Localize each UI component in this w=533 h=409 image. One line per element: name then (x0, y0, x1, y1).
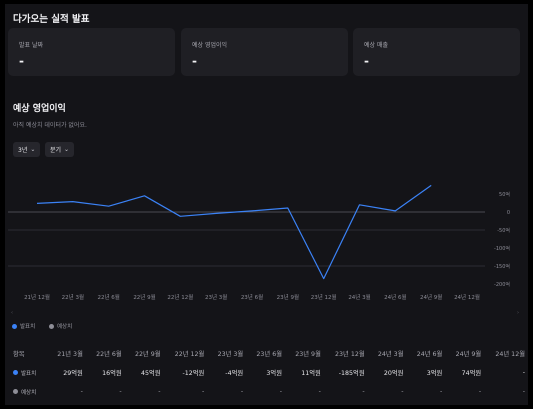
period-select-value: 3년 (18, 147, 28, 154)
table-cell: -4억원 (225, 370, 244, 377)
legend-dot (49, 323, 54, 329)
y-tick-label: 50억 (499, 191, 510, 198)
column-header: 24년 3월 (377, 351, 404, 358)
table-cell: 3억원 (426, 370, 443, 377)
table-cell: - (240, 388, 244, 395)
op-income-chart: 50억 0 -50억 -100억 -150억 -200억 21년 12월 22년 3월 22년 … (8, 184, 519, 316)
table-cell: -12억원 (182, 370, 205, 377)
scroll-left-icon: ‹ (11, 310, 13, 316)
table-cell: - (522, 369, 525, 376)
y-tick-label: 0 (507, 210, 510, 216)
column-header: 22년 12월 (174, 351, 205, 358)
x-tick-label: 23년 9월 (277, 293, 299, 301)
legend-label: 발표치 (20, 324, 36, 330)
card-announce-date: 발표 날짜 - (8, 28, 175, 76)
interval-select[interactable]: 분기 ⌄ (45, 142, 75, 157)
row-label-text: 예상치 (21, 389, 37, 396)
row-label: 발표치 (5, 363, 47, 382)
table-cell: - (362, 388, 365, 395)
row-label: 예상치 (5, 382, 47, 401)
table-cell: - (202, 388, 205, 395)
page-title: 다가오는 실적 발표 (13, 14, 90, 25)
table-cell: 3억원 (266, 370, 283, 377)
legend-label: 예상치 (57, 324, 73, 330)
table-cell: 74억원 (461, 370, 482, 377)
column-header: 24년 9월 (455, 351, 482, 358)
card-value: - (192, 54, 197, 68)
row-dot (13, 389, 18, 394)
table-header-row: 항목 21년 3월 22년 6월 22년 9월 22년 12월 23년 3월 2… (5, 344, 528, 363)
x-tick-label: 23년 12월 (311, 293, 337, 301)
table-row-estimate: 예상치 - - - - - - - - - - - - (5, 382, 528, 401)
table-cell: - (401, 388, 404, 395)
column-header: 22년 6월 (96, 351, 122, 358)
card-label: 발표 날짜 (19, 42, 43, 49)
column-header: 23년 9월 (295, 351, 321, 358)
card-expected-revenue: 예상 매출 - (353, 28, 520, 76)
table-cell: - (279, 388, 283, 395)
table-cell: - (440, 388, 443, 395)
table-cell: 29억원 (63, 370, 83, 377)
earnings-panel: 다가오는 실적 발표 발표 날짜 - 예상 영업이익 - 예상 매출 - 예상 … (5, 4, 528, 405)
table-cell: - (119, 388, 122, 395)
table-cell: - (158, 388, 161, 395)
table-row-actual: 발표치 29억원 16억원 45억원 -12억원 -4억원 3억원 11억원 -… (5, 363, 528, 382)
x-tick-label: 24년 6월 (384, 293, 406, 301)
card-value: - (364, 54, 369, 68)
y-tick-label: -100억 (494, 245, 510, 252)
table-cell: - (80, 388, 83, 395)
column-header: 23년 6월 (256, 351, 283, 358)
column-header: 24년 12월 (495, 351, 525, 358)
x-tick-label: 22년 3월 (62, 293, 84, 301)
table-cell: 45억원 (140, 370, 161, 377)
interval-select-value: 분기 (50, 147, 62, 154)
column-header: 24년 6월 (416, 351, 443, 358)
x-tick-label: 23년 6월 (241, 293, 263, 301)
y-tick-label: -50억 (497, 227, 510, 234)
x-tick-label: 22년 6월 (97, 293, 119, 301)
x-tick-label: 24년 12월 (454, 293, 480, 301)
table-cell: - (522, 388, 525, 395)
column-header: 21년 3월 (57, 351, 83, 358)
legend-actual[interactable]: 발표치 (12, 322, 35, 330)
section-title: 예상 영업이익 (13, 104, 66, 114)
table-head-label: 항목 (13, 351, 25, 358)
x-tick-label: 23년 3월 (205, 293, 227, 301)
table-cell: -185억원 (338, 370, 365, 377)
table-cell: 16억원 (102, 370, 122, 377)
card-label: 예상 영업이익 (192, 42, 228, 49)
x-tick-label: 24년 9월 (420, 293, 442, 301)
x-tick-label: 21년 12월 (24, 293, 50, 301)
table-cell: - (478, 388, 482, 395)
scroll-right-icon: › (517, 310, 519, 316)
y-tick-label: -200억 (494, 281, 510, 288)
column-header: 23년 3월 (217, 351, 244, 358)
table-cell: 11억원 (301, 370, 321, 377)
card-expected-op-income: 예상 영업이익 - (181, 28, 348, 76)
period-select[interactable]: 3년 ⌄ (13, 142, 41, 157)
row-label-text: 발표치 (21, 370, 37, 377)
x-tick-label: 22년 9월 (133, 293, 155, 301)
row-dot (13, 370, 18, 375)
chevron-down-icon: ⌄ (30, 146, 36, 153)
legend-estimate[interactable]: 예상치 (49, 322, 72, 330)
card-label: 예상 매출 (364, 42, 388, 49)
section-subtitle: 아직 예상치 데이터가 없어요. (13, 122, 87, 129)
card-value: - (19, 54, 24, 68)
y-tick-label: -150억 (494, 263, 510, 270)
x-tick-label: 24년 3월 (348, 293, 370, 301)
series-line (36, 184, 432, 280)
legend-dot (12, 323, 17, 329)
column-header: 22년 9월 (134, 351, 161, 358)
table-cell: 20억원 (383, 370, 404, 377)
chevron-down-icon: ⌄ (64, 146, 70, 153)
column-header: 23년 12월 (335, 351, 365, 358)
earnings-table: 항목 21년 3월 22년 6월 22년 9월 22년 12월 23년 3월 2… (5, 344, 528, 401)
x-tick-label: 22년 12월 (167, 293, 193, 301)
table-cell: - (318, 388, 321, 395)
